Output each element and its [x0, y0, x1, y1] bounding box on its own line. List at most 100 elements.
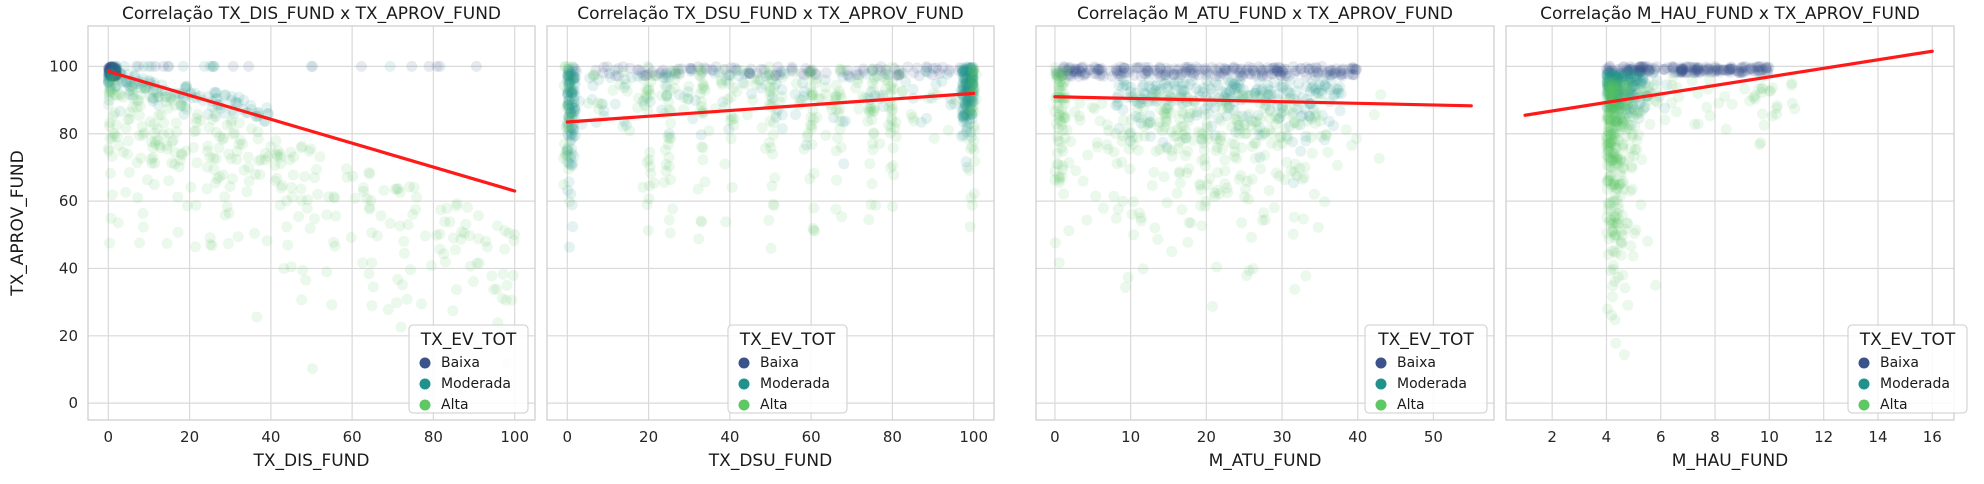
scatter-point — [1062, 69, 1073, 81]
scatter-point — [276, 180, 288, 191]
scatter-point — [620, 78, 632, 90]
scatter-point — [1272, 140, 1284, 152]
scatter-point — [1602, 137, 1614, 149]
scatter-point — [764, 115, 776, 127]
scatter-point — [226, 114, 238, 126]
scatter-point — [202, 108, 214, 120]
scatter-point — [867, 138, 878, 149]
scatter-point — [665, 65, 677, 77]
scatter-point — [1272, 61, 1284, 73]
scatter-point — [1607, 291, 1619, 303]
scatter-point — [612, 63, 624, 75]
scatter-point — [867, 106, 879, 118]
scatter-point — [563, 176, 575, 188]
scatter-point — [1331, 159, 1343, 171]
scatter-point — [1612, 208, 1624, 220]
scatter-point — [1611, 114, 1623, 125]
scatter-point — [1608, 78, 1620, 89]
scatter-point — [564, 76, 576, 88]
scatter-point — [1612, 85, 1624, 97]
scatter-point — [592, 97, 604, 109]
scatter-point — [1308, 103, 1320, 115]
scatter-point — [642, 224, 654, 236]
scatter-point — [1209, 187, 1221, 199]
scatter-point — [471, 257, 483, 269]
scatter-point — [1603, 74, 1615, 86]
scatter-point — [562, 185, 574, 197]
scatter-point — [171, 126, 183, 138]
scatter-point — [1236, 217, 1247, 229]
scatter-point — [286, 182, 297, 193]
scatter-point — [1200, 64, 1212, 76]
scatter-point — [639, 70, 651, 82]
scatter-point — [1620, 103, 1632, 115]
scatter-point — [756, 122, 768, 134]
scatter-point — [1637, 61, 1649, 73]
scatter-point — [1703, 74, 1715, 86]
scatter-point — [567, 221, 579, 233]
scatter-point — [106, 61, 118, 73]
scatter-point — [1724, 63, 1736, 75]
scatter-point — [1243, 61, 1255, 73]
scatter-point — [1056, 103, 1068, 115]
scatter-point — [1720, 64, 1732, 76]
scatter-point — [966, 96, 978, 108]
scatter-point — [1612, 69, 1624, 80]
scatter-point — [1736, 66, 1748, 78]
scatter-point — [1282, 104, 1294, 116]
scatter-point — [561, 70, 573, 82]
scatter-point — [223, 148, 235, 160]
scatter-point — [1683, 61, 1695, 73]
scatter-point — [1613, 70, 1624, 82]
scatter-point — [1195, 179, 1207, 191]
scatter-point — [391, 183, 403, 195]
scatter-point — [1074, 114, 1086, 126]
scatter-point — [776, 84, 788, 96]
scatter-point — [1073, 71, 1085, 82]
scatter-point — [1056, 70, 1068, 82]
scatter-point — [148, 118, 160, 130]
scatter-point — [805, 89, 817, 101]
scatter-point — [1262, 62, 1274, 74]
scatter-point — [764, 89, 776, 101]
x-tick-label: 60 — [343, 428, 362, 446]
scatter-point — [1094, 70, 1106, 82]
scatter-point — [609, 98, 621, 110]
scatter-point — [668, 82, 680, 94]
scatter-point — [1152, 68, 1164, 80]
scatter-point — [1675, 65, 1687, 77]
scatter-point — [1632, 65, 1644, 76]
scatter-point — [1607, 79, 1619, 91]
scatter-point — [961, 94, 973, 106]
scatter-point — [147, 92, 158, 104]
scatter-point — [153, 109, 165, 121]
scatter-point — [1601, 90, 1613, 102]
scatter-point — [1072, 63, 1084, 75]
scatter-point — [152, 134, 164, 146]
scatter-point — [1609, 73, 1621, 85]
scatter-point — [296, 140, 308, 152]
scatter-point — [830, 89, 842, 101]
scatter-point — [1609, 103, 1621, 115]
scatter-point — [1135, 212, 1147, 224]
scatter-point — [177, 60, 189, 72]
scatter-point — [809, 225, 821, 237]
scatter-point — [1601, 82, 1613, 94]
scatter-point — [1626, 183, 1638, 195]
scatter-point — [1300, 130, 1312, 142]
scatter-point — [937, 61, 949, 73]
scatter-point — [1249, 116, 1261, 128]
scatter-point — [1676, 64, 1688, 76]
scatter-point — [1079, 67, 1091, 79]
legend-label: Moderada — [1880, 376, 1950, 392]
scatter-point — [1623, 67, 1635, 79]
scatter-point — [1624, 103, 1636, 115]
scatter-point — [642, 68, 654, 80]
scatter-point — [562, 99, 574, 111]
scatter-point — [1634, 61, 1646, 72]
scatter-point — [1602, 145, 1614, 157]
scatter-point — [566, 122, 578, 134]
scatter-point — [563, 70, 575, 82]
scatter-point — [1296, 173, 1308, 185]
scatter-point — [890, 116, 902, 128]
